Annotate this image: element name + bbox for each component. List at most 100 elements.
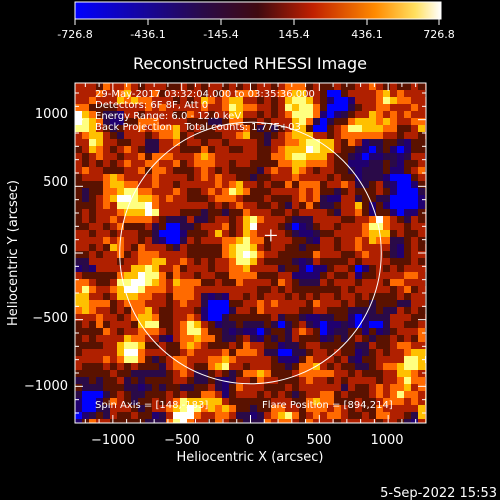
heatmap-cell: [222, 272, 229, 279]
plot-timestamp: 5-Sep-2022 15:53: [380, 486, 497, 500]
heatmap-cell: [313, 174, 320, 181]
heatmap-cell: [243, 377, 250, 384]
heatmap-cell: [362, 286, 369, 293]
heatmap-cell: [236, 97, 243, 104]
heatmap-cell: [145, 125, 152, 132]
heatmap-cell: [222, 384, 229, 391]
heatmap-cell: [306, 139, 313, 146]
heatmap-cell: [236, 356, 243, 363]
heatmap-cell: [369, 174, 376, 181]
heatmap-cell: [355, 104, 362, 111]
colorbar-tick-label: 145.4: [278, 28, 310, 41]
heatmap-cell: [257, 216, 264, 223]
heatmap-cell: [215, 167, 222, 174]
heatmap-cell: [180, 153, 187, 160]
heatmap-cell: [131, 146, 138, 153]
heatmap-cell: [96, 104, 103, 111]
heatmap-cell: [110, 377, 117, 384]
heatmap-cell: [180, 412, 187, 419]
heatmap-cell: [250, 398, 257, 405]
heatmap-cell: [411, 209, 418, 216]
heatmap-cell: [285, 139, 292, 146]
heatmap-cell: [201, 314, 208, 321]
heatmap-cell: [369, 188, 376, 195]
heatmap-cell: [145, 412, 152, 419]
heatmap-cell: [264, 97, 271, 104]
heatmap-cell: [103, 153, 110, 160]
heatmap-cell: [264, 419, 271, 423]
heatmap-cell: [348, 349, 355, 356]
heatmap-cell: [110, 328, 117, 335]
heatmap-cell: [222, 258, 229, 265]
heatmap-cell: [383, 97, 390, 104]
heatmap-cell: [117, 104, 124, 111]
heatmap-cell: [201, 293, 208, 300]
heatmap-cell: [292, 181, 299, 188]
heatmap-cell: [348, 363, 355, 370]
heatmap-cell: [383, 244, 390, 251]
info-method-counts: Back Projection Total counts: 1.77E+03: [95, 122, 301, 133]
heatmap-cell: [96, 118, 103, 125]
heatmap-cell: [215, 349, 222, 356]
heatmap-cell: [187, 237, 194, 244]
heatmap-cell: [257, 223, 264, 230]
heatmap-cell: [278, 118, 285, 125]
heatmap-cell: [82, 314, 89, 321]
heatmap-cell: [327, 377, 334, 384]
heatmap-cell: [369, 391, 376, 398]
heatmap-cell: [124, 391, 131, 398]
heatmap-cell: [166, 174, 173, 181]
heatmap-cell: [278, 181, 285, 188]
heatmap-cell: [215, 90, 222, 97]
heatmap-cell: [117, 202, 124, 209]
heatmap-cell: [152, 391, 159, 398]
heatmap-cell: [411, 370, 418, 377]
heatmap-cell: [222, 356, 229, 363]
heatmap-cell: [285, 146, 292, 153]
heatmap-cell: [229, 398, 236, 405]
heatmap-cell: [320, 293, 327, 300]
heatmap-cell: [89, 356, 96, 363]
heatmap-cell: [208, 412, 215, 419]
heatmap-cell: [418, 216, 425, 223]
heatmap-cell: [313, 314, 320, 321]
heatmap-cell: [82, 244, 89, 251]
heatmap-cell: [208, 146, 215, 153]
heatmap-cell: [201, 209, 208, 216]
heatmap-cell: [96, 111, 103, 118]
heatmap-cell: [215, 223, 222, 230]
heatmap-cell: [138, 398, 145, 405]
heatmap-cell: [243, 279, 250, 286]
heatmap-cell: [299, 377, 306, 384]
heatmap-cell: [194, 104, 201, 111]
heatmap-cell: [341, 279, 348, 286]
heatmap-cell: [173, 328, 180, 335]
heatmap-cell: [110, 230, 117, 237]
heatmap-cell: [285, 83, 292, 90]
heatmap-cell: [75, 419, 82, 423]
heatmap-cell: [250, 286, 257, 293]
heatmap-cell: [264, 188, 271, 195]
heatmap-cell: [208, 251, 215, 258]
heatmap-cell: [285, 209, 292, 216]
heatmap-cell: [110, 90, 117, 97]
heatmap-cell: [110, 398, 117, 405]
heatmap-cell: [215, 342, 222, 349]
heatmap-cell: [264, 83, 271, 90]
heatmap-cell: [75, 202, 82, 209]
heatmap-cell: [404, 286, 411, 293]
heatmap-cell: [257, 377, 264, 384]
heatmap-cell: [327, 90, 334, 97]
heatmap-cell: [299, 349, 306, 356]
heatmap-cell: [334, 272, 341, 279]
heatmap-cell: [292, 202, 299, 209]
heatmap-cell: [362, 321, 369, 328]
heatmap-cell: [355, 125, 362, 132]
heatmap-cell: [117, 244, 124, 251]
heatmap-cell: [103, 146, 110, 153]
heatmap-cell: [250, 251, 257, 258]
heatmap-cell: [208, 167, 215, 174]
heatmap-cell: [334, 300, 341, 307]
heatmap-cell: [334, 307, 341, 314]
heatmap-cell: [131, 125, 138, 132]
